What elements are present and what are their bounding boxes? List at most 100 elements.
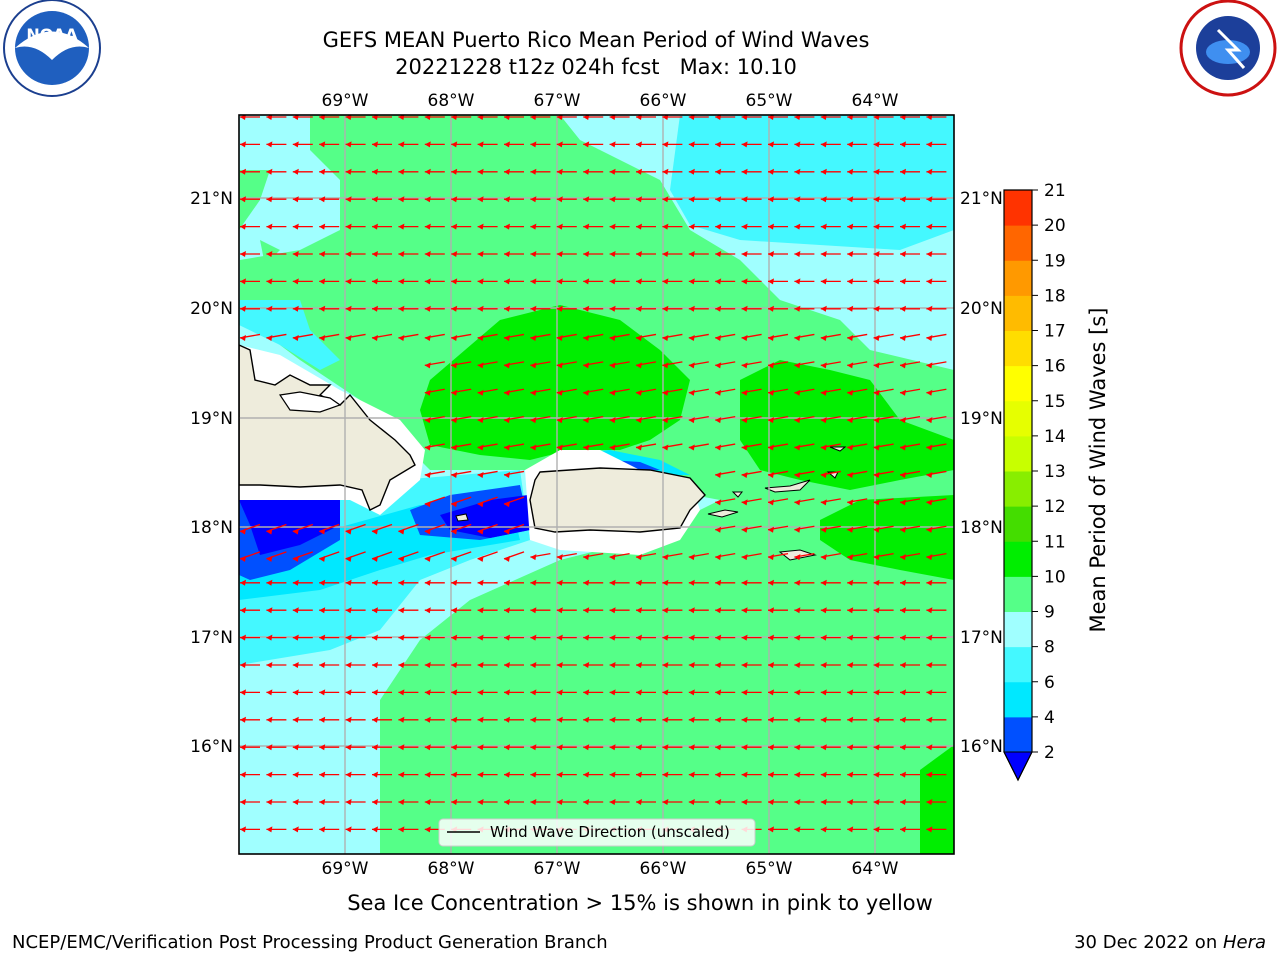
colorbar-tick-label: 21 bbox=[1044, 181, 1066, 201]
wave-arrow-head bbox=[741, 471, 748, 478]
colorbar-segment bbox=[1004, 611, 1032, 648]
wave-arrow-head bbox=[662, 716, 669, 723]
wave-arrow-head bbox=[820, 305, 827, 312]
colorbar-tick-label: 15 bbox=[1044, 392, 1066, 412]
wave-arrow-head bbox=[372, 689, 378, 696]
wave-arrow-head bbox=[662, 662, 669, 668]
wave-arrow-head bbox=[662, 554, 669, 561]
wave-arrow-head bbox=[372, 634, 378, 641]
wave-arrow-head bbox=[240, 799, 246, 805]
wave-arrow-head bbox=[530, 115, 537, 120]
wave-arrow-head bbox=[556, 554, 563, 561]
wave-arrow-head bbox=[345, 662, 352, 668]
wave-arrow-head bbox=[873, 223, 880, 230]
wave-arrow-head bbox=[873, 417, 880, 424]
wave-arrow-head bbox=[583, 389, 590, 396]
wave-arrow-head bbox=[319, 305, 326, 312]
wave-arrow-head bbox=[741, 634, 748, 641]
wave-arrow-head bbox=[424, 389, 431, 396]
wave-arrow-head bbox=[424, 196, 431, 203]
wave-arrow-head bbox=[583, 579, 590, 586]
wave-arrow-head bbox=[662, 223, 669, 230]
colorbar-segment bbox=[1004, 716, 1032, 753]
colorbar-segment bbox=[1004, 400, 1032, 437]
wave-arrow-head bbox=[292, 826, 299, 833]
wave-arrow-head bbox=[741, 115, 748, 120]
wave-arrow-head bbox=[477, 716, 484, 723]
puerto-rico-land bbox=[529, 467, 706, 533]
wave-arrow-head bbox=[794, 278, 801, 285]
wave-arrow-head bbox=[926, 305, 933, 312]
wave-arrow-head bbox=[636, 334, 642, 341]
wave-arrow-head bbox=[477, 444, 484, 451]
wave-arrow-head bbox=[847, 554, 854, 561]
wave-arrow-head bbox=[240, 634, 246, 641]
wave-arrow-head bbox=[820, 444, 827, 451]
wave-arrow-head bbox=[662, 607, 669, 614]
wave-arrow-head bbox=[556, 417, 563, 424]
wave-arrow-head bbox=[477, 115, 484, 120]
wave-arrow-head bbox=[741, 744, 748, 751]
wave-arrow-head bbox=[345, 716, 352, 723]
wave-arrow-head bbox=[794, 417, 801, 424]
wave-arrow-head bbox=[319, 334, 326, 341]
wave-arrow-head bbox=[715, 278, 722, 285]
wave-arrow-head bbox=[847, 196, 854, 203]
wave-arrow-head bbox=[266, 168, 273, 175]
wave-arrow-head bbox=[424, 362, 431, 369]
wave-arrow-head bbox=[636, 634, 642, 641]
wave-arrow-head bbox=[662, 196, 669, 203]
wave-arrow-head bbox=[688, 771, 695, 778]
wave-arrow-head bbox=[240, 223, 246, 230]
wave-arrow-head bbox=[319, 528, 326, 535]
wave-arrow-head bbox=[900, 579, 906, 586]
wave-arrow-head bbox=[794, 662, 801, 668]
colorbar-extend bbox=[1003, 751, 1033, 782]
wave-arrow-head bbox=[292, 771, 299, 778]
wave-arrow-head bbox=[451, 141, 458, 148]
wave-arrow-head bbox=[530, 196, 537, 203]
wave-arrow-head bbox=[451, 716, 458, 723]
wave-arrow-head bbox=[768, 251, 774, 257]
wave-arrow-head bbox=[873, 716, 880, 723]
wave-arrow-head bbox=[900, 417, 906, 424]
wave-arrow-head bbox=[688, 799, 695, 805]
wave-arrow-head bbox=[372, 334, 378, 341]
wave-arrow-head bbox=[556, 196, 563, 203]
wave-arrow-head bbox=[768, 115, 774, 120]
wave-arrow-head bbox=[266, 223, 273, 230]
wave-arrow-head bbox=[504, 689, 510, 696]
wave-arrow-head bbox=[266, 799, 273, 805]
wave-arrow-head bbox=[451, 662, 458, 668]
wave-arrow-head bbox=[451, 555, 458, 562]
wave-arrow-head bbox=[451, 389, 458, 396]
wave-arrow-head bbox=[900, 251, 906, 257]
wave-arrow-head bbox=[847, 278, 854, 285]
wave-arrow-head bbox=[398, 826, 405, 833]
wave-arrow-head bbox=[820, 168, 827, 175]
wave-arrow-head bbox=[372, 115, 378, 120]
wave-arrow-head bbox=[530, 168, 537, 175]
wave-arrow-head bbox=[926, 196, 933, 203]
wave-arrow-head bbox=[688, 444, 695, 451]
wave-arrow-head bbox=[556, 579, 563, 586]
wave-arrow-head bbox=[240, 141, 246, 148]
wave-arrow-head bbox=[636, 417, 642, 424]
wave-arrow-head bbox=[768, 362, 774, 369]
wave-arrow-head bbox=[820, 334, 827, 341]
wave-arrow-head bbox=[794, 168, 801, 175]
wave-arrow-head bbox=[398, 223, 405, 230]
wave-arrow-head bbox=[530, 607, 537, 614]
wave-arrow-head bbox=[266, 579, 273, 586]
hispaniola-land bbox=[239, 344, 416, 511]
wave-arrow-head bbox=[266, 634, 273, 641]
wave-arrow-head bbox=[424, 716, 431, 723]
wave-arrow-head bbox=[662, 417, 669, 424]
wave-arrow-head bbox=[398, 278, 405, 285]
wave-arrow-head bbox=[583, 444, 590, 451]
wave-arrow-head bbox=[900, 554, 906, 561]
wave-arrow-head bbox=[688, 334, 695, 341]
wave-arrow-head bbox=[266, 278, 273, 285]
wave-arrow-head bbox=[530, 744, 537, 751]
wave-arrow-head bbox=[794, 689, 801, 696]
